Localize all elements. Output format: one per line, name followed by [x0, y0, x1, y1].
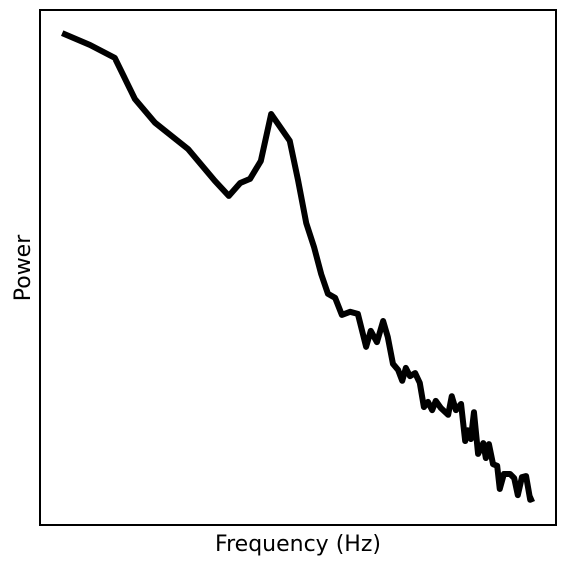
- plot-frame: [39, 9, 557, 526]
- x-axis-label: Frequency (Hz): [215, 532, 381, 557]
- data-line: [61, 30, 535, 503]
- y-axis-label: Power: [11, 234, 36, 301]
